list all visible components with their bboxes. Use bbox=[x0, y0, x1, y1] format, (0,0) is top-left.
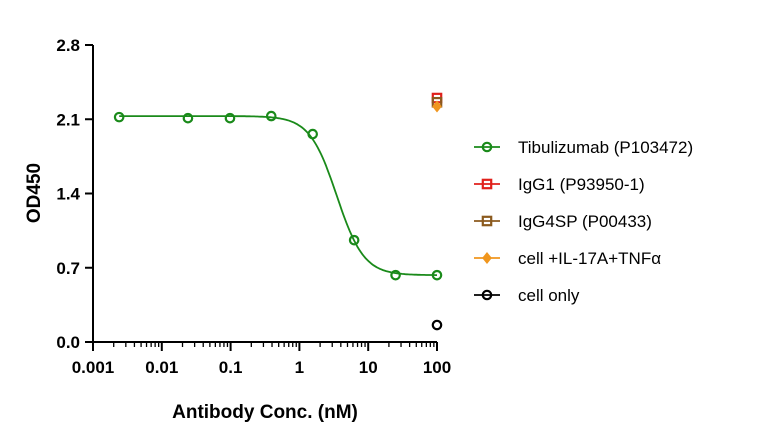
data-point bbox=[432, 100, 442, 113]
x-axis-label: Antibody Conc. (nM) bbox=[172, 402, 358, 423]
y-axis-label: OD450 bbox=[24, 163, 45, 223]
y-axis-ticks: 0.0 0.7 1.4 2.1 2.8 bbox=[56, 36, 93, 352]
x-tick-label: 10 bbox=[359, 358, 378, 377]
legend: Tibulizumab (P103472) IgG1 (P93950-1) IgG4… bbox=[474, 138, 693, 305]
legend-label: Tibulizumab (P103472) bbox=[518, 138, 693, 157]
legend-marker bbox=[481, 141, 493, 153]
y-tick-label: 0.0 bbox=[56, 333, 80, 352]
legend-label: cell only bbox=[518, 286, 580, 305]
data-point bbox=[307, 128, 318, 140]
legend-marker bbox=[481, 215, 493, 227]
y-tick-label: 1.4 bbox=[56, 185, 80, 204]
fit-curves bbox=[119, 115, 437, 276]
data-point bbox=[390, 269, 401, 281]
data-point bbox=[113, 111, 125, 123]
legend-label: IgG1 (P93950-1) bbox=[518, 175, 645, 194]
y-tick-label: 2.8 bbox=[56, 36, 80, 55]
data-points bbox=[113, 92, 443, 331]
data-point bbox=[182, 112, 194, 124]
data-point bbox=[224, 112, 236, 124]
data-point bbox=[348, 234, 360, 246]
legend-label: cell +IL-17A+TNFα bbox=[518, 249, 661, 268]
x-axis-ticks: 0.001 0.01 0.1 1 10 100 bbox=[72, 342, 451, 377]
legend-marker bbox=[481, 289, 493, 301]
y-tick-label: 0.7 bbox=[56, 259, 80, 278]
legend-marker bbox=[482, 252, 492, 264]
legend-marker bbox=[481, 178, 493, 190]
data-point bbox=[431, 319, 443, 331]
axes bbox=[92, 45, 437, 343]
x-tick-label: 0.1 bbox=[219, 358, 243, 377]
x-tick-label: 1 bbox=[295, 358, 304, 377]
legend-label: IgG4SP (P00433) bbox=[518, 212, 652, 231]
data-point bbox=[431, 269, 443, 281]
y-tick-label: 2.1 bbox=[56, 110, 80, 129]
x-tick-label: 0.001 bbox=[72, 358, 115, 377]
fit-curve bbox=[119, 115, 437, 276]
x-tick-label: 100 bbox=[423, 358, 451, 377]
x-tick-label: 0.01 bbox=[145, 358, 178, 377]
data-point bbox=[265, 110, 277, 122]
